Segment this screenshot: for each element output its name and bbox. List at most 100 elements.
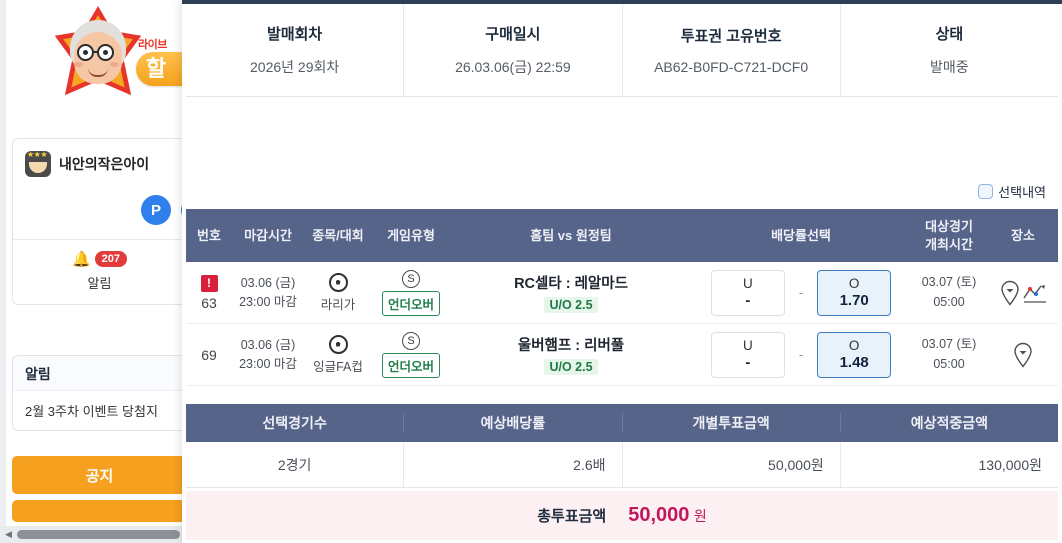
row-number: 69	[201, 346, 217, 363]
profile-user-row[interactable]: 내안의작은아이	[13, 139, 182, 187]
summary-value-match-count: 2경기	[277, 456, 312, 473]
scroll-left-arrow-icon[interactable]: ◀	[5, 529, 12, 539]
sport-badge-icon: S	[402, 269, 420, 288]
summary-value-row: 2경기 2.6배 50,000원 130,000원	[186, 442, 1058, 488]
odds-separator: -	[798, 285, 804, 300]
line-chart-icon[interactable]	[1022, 282, 1048, 304]
ticket-status-label: 상태	[935, 26, 964, 43]
mascot-mouth	[88, 68, 108, 77]
total-amount-label: 총투표금액	[537, 508, 607, 525]
point-button[interactable]: P	[141, 195, 171, 225]
game-type-cell: S 언더오버	[372, 331, 450, 378]
col-header-no: 번호	[197, 227, 221, 243]
col-header-sport: 종목/대회	[312, 227, 364, 243]
row-number: 63	[201, 294, 217, 311]
selection-history-toggle[interactable]: 선택내역	[978, 182, 1046, 201]
game-type-label: 언더오버	[381, 290, 440, 316]
summary-header-expected-payout: 예상적중금액	[910, 415, 989, 431]
teams-cell: RC셀타 : 레알마드 U/O 2.5	[450, 272, 692, 313]
ticket-info-header: 발매회차 2026년 29회차 구매일시 26.03.06(금) 22:59 투…	[186, 4, 1058, 97]
summary-table: 선택경기수 예상배당률 개별투표금액 예상적중금액 2경기 2.6배 50,00…	[186, 404, 1058, 488]
odds-under-value: -	[745, 354, 751, 372]
odds-under-value: -	[745, 292, 751, 310]
username-label: 내안의작은아이	[59, 156, 150, 172]
teams-label: 울버햄프 : 리버풀	[517, 338, 625, 354]
odds-under-key: U	[742, 337, 753, 353]
col-header-place: 장소	[1011, 227, 1035, 243]
mascot-icon	[52, 6, 144, 102]
ticket-info-round: 발매회차 2026년 29회차	[186, 4, 405, 96]
col-header-kickoff: 대상경기 개최시간	[910, 218, 988, 253]
deadline-date: 03.06 (금)	[240, 337, 296, 352]
map-pin-icon[interactable]	[999, 280, 1021, 306]
secondary-orange-button[interactable]	[12, 500, 182, 522]
brand-logo[interactable]: 라이브 할	[10, 2, 182, 108]
bell-icon: 🔔	[71, 251, 91, 268]
odds-group: U - - O 1.48	[692, 331, 910, 378]
ticket-info-serial: 투표권 고유번호 AB62-B0FD-C721-DCF0	[623, 4, 841, 96]
kickoff-date: 03.07 (토)	[921, 275, 977, 290]
league-label: 잉글FA컵	[313, 359, 363, 374]
table-row[interactable]: ! 63 03.06 (금) 23:00 마감 라리가 S 언더오버 RC셀타 …	[186, 262, 1058, 324]
divider	[13, 239, 182, 240]
sport-cell: 라리가	[304, 272, 372, 313]
summary-cell-stake: 50,000원	[623, 442, 841, 487]
selection-history-label: 선택내역	[998, 185, 1046, 200]
sidebar-item-alarm[interactable]: 🔔 207 알림	[13, 240, 182, 304]
odds-group: U - - O 1.70	[692, 269, 910, 316]
game-type-label: 언더오버	[381, 352, 440, 378]
odds-option-over[interactable]: O 1.48	[817, 331, 892, 378]
game-type-cell: S 언더오버	[372, 269, 450, 316]
table-row[interactable]: 69 03.06 (금) 23:00 마감 잉글FA컵 S 언더오버 울버햄프 …	[186, 324, 1058, 386]
ticket-info-status: 상태 발매중	[841, 4, 1058, 96]
table-header-row: 번호 마감시간 종목/대회 게임유형 홈팀 vs 원정팀 배당률선택 대상경기 …	[186, 209, 1058, 262]
odds-cell: U - - O 1.48	[692, 331, 910, 378]
kickoff-time: 05:00	[933, 294, 965, 309]
ticket-status-value: 발매중	[930, 59, 969, 75]
col-header-kickoff-line1: 대상경기	[925, 218, 973, 234]
col-header-game-type: 게임유형	[387, 227, 435, 243]
ticket-round-label: 발매회차	[267, 26, 323, 43]
horizontal-scrollbar[interactable]: ◀	[0, 526, 182, 543]
summary-value-stake: 50,000원	[768, 456, 824, 473]
row-number-cell: ! 63	[186, 274, 232, 311]
deadline-cell: 03.06 (금) 23:00 마감	[232, 274, 304, 312]
odds-over-value: 1.70	[839, 292, 869, 310]
league-label: 라리가	[320, 297, 356, 312]
deadline-cell: 03.06 (금) 23:00 마감	[232, 336, 304, 374]
odds-cell: U - - O 1.70	[692, 269, 910, 316]
bet-slip-modal: 발매회차 2026년 29회차 구매일시 26.03.06(금) 22:59 투…	[182, 0, 1062, 543]
profile-card: 내안의작은아이 P 🔔 207 알림	[12, 138, 182, 305]
summary-header-stake: 개별투표금액	[623, 413, 841, 433]
summary-header-row: 선택경기수 예상배당률 개별투표금액 예상적중금액	[186, 404, 1058, 442]
ticket-round-value: 2026년 29회차	[250, 59, 340, 75]
notice-button[interactable]: 공지	[12, 456, 182, 494]
kickoff-time: 05:00	[933, 356, 965, 371]
secondary-round-button[interactable]	[181, 195, 182, 225]
summary-header-match-count: 선택경기수	[186, 413, 405, 433]
odds-option-over[interactable]: O 1.70	[817, 269, 892, 316]
odds-over-value: 1.48	[839, 354, 869, 372]
checkbox-icon[interactable]	[978, 184, 994, 199]
ticket-purchase-value: 26.03.06(금) 22:59	[455, 59, 571, 75]
mascot-glasses-left-icon	[77, 44, 94, 61]
notice-list-item[interactable]: 2월 3주차 이벤트 당첨지	[13, 390, 182, 430]
ticket-purchase-label: 구매일시	[485, 26, 541, 43]
summary-value-expected-odds: 2.6배	[573, 456, 606, 473]
map-pin-icon[interactable]	[1012, 342, 1034, 368]
place-icon-group	[999, 280, 1048, 306]
mascot-glasses-right-icon	[97, 44, 114, 61]
odds-option-under[interactable]: U -	[710, 331, 785, 378]
scrollbar-thumb[interactable]	[17, 530, 180, 539]
ticket-info-purchase-date: 구매일시 26.03.06(금) 22:59	[404, 4, 623, 96]
odds-under-key: U	[742, 275, 753, 291]
soccer-ball-icon	[328, 334, 348, 354]
deadline-date: 03.06 (금)	[240, 275, 296, 290]
mascot-cheek-left	[74, 62, 83, 67]
alarm-bell-row: 🔔 207	[13, 250, 182, 268]
summary-cell-expected-odds: 2.6배	[404, 442, 623, 487]
total-amount-value: 50,000	[628, 504, 690, 526]
odds-option-under[interactable]: U -	[710, 269, 785, 316]
summary-header-expected-odds: 예상배당률	[404, 413, 623, 433]
